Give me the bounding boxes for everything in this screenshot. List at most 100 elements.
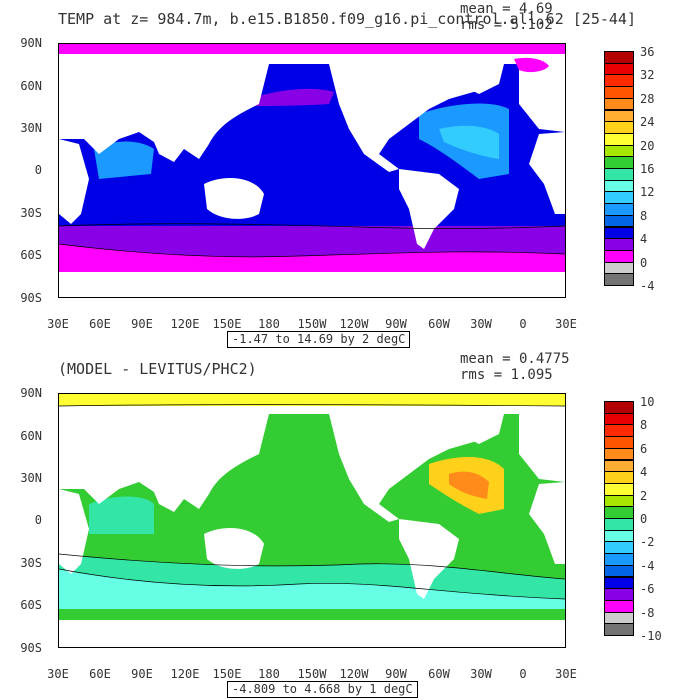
lat-label: 60S (20, 598, 42, 612)
lat-label: 90S (20, 291, 42, 305)
colorbar-tick-label: 24 (640, 115, 655, 130)
panel-model-temperature: TEMP at z= 984.7m, b.e15.B1850.f09_g16.p… (20, 1, 655, 348)
colorbar-tick-label: 32 (640, 68, 655, 83)
eurasia (59, 414, 269, 512)
plot-title: (MODEL - LEVITUS/PHC2) (58, 360, 257, 378)
colorbar-tick-label: 0 (640, 255, 648, 270)
lon-label: 90E (131, 317, 153, 331)
atlantic-warmer (439, 125, 499, 159)
colorbar-tick-label: -2 (640, 535, 655, 550)
lat-label: 60N (20, 79, 42, 93)
contour-line (59, 223, 565, 229)
colorbar-swatch (604, 623, 634, 636)
contour-line (59, 568, 565, 600)
contour-line (59, 553, 565, 580)
colorbar-tick-label: 12 (640, 185, 655, 200)
lon-label: 60W (428, 317, 450, 331)
lat-label: 60N (20, 429, 42, 443)
lon-label: 60E (89, 317, 111, 331)
contour-line (59, 404, 565, 407)
panel-model-minus-observations: (MODEL - LEVITUS/PHC2) mean = 0.4775 rms… (0, 350, 700, 700)
colorbar (604, 51, 634, 286)
colorbar-tick-label: -8 (640, 605, 655, 620)
contour-range-label: -4.809 to 4.668 by 1 degC (227, 681, 418, 698)
arctic-magenta (59, 44, 565, 54)
difference-map (58, 393, 566, 648)
colorbar-tick-label: 0 (640, 512, 648, 526)
colorbar-tick-label: -4 (640, 279, 655, 293)
indian-warm (94, 141, 154, 179)
lon-label: 30E (555, 317, 577, 331)
colorbar-tick-label: 6 (640, 441, 648, 456)
colorbar (604, 401, 634, 636)
lon-label: 150W (297, 667, 327, 681)
contour-line (59, 243, 565, 258)
lon-label: 180 (258, 317, 280, 331)
mean-value: mean = 0.4775 (460, 351, 570, 367)
australia (204, 528, 264, 569)
lon-label: 60W (428, 667, 450, 681)
australia (204, 178, 264, 219)
lon-label: 30W (470, 667, 492, 681)
colorbar-tick-label: -10 (640, 629, 662, 643)
colorbar-tick-label: 16 (640, 162, 655, 176)
lon-label: 150W (297, 317, 327, 331)
europe (519, 414, 565, 482)
colorbar-tick-label: 10 (640, 395, 655, 409)
rms-value: rms = 1.095 (460, 367, 553, 383)
lon-label: 150E (212, 667, 242, 681)
lat-label: 30S (20, 206, 42, 220)
colorbar-tick-label: 4 (640, 232, 648, 247)
africa (59, 489, 89, 574)
lat-label: 30N (20, 121, 42, 135)
plot-title: TEMP at z= 984.7m, b.e15.B1850.f09_g16.p… (58, 10, 636, 28)
lon-label: 0 (519, 317, 527, 331)
lon-label: 0 (519, 667, 527, 681)
lon-label: 90W (385, 317, 407, 331)
indian-cool (89, 496, 154, 534)
colorbar-tick-label: 4 (640, 465, 648, 480)
north-america (329, 414, 484, 522)
lon-label: 180 (258, 667, 280, 681)
lon-label: 120W (339, 667, 369, 681)
north-land-strip (59, 406, 565, 414)
lon-label: 30W (470, 317, 492, 331)
colorbar-tick-label: 8 (640, 418, 648, 433)
lon-label: 150E (212, 317, 242, 331)
europe (519, 64, 565, 132)
lat-label: 30N (20, 471, 42, 485)
antarctica (59, 620, 565, 647)
antarctica (59, 272, 565, 297)
temperature-map (58, 43, 566, 298)
lat-label: 90N (20, 386, 42, 400)
lat-label: 90S (20, 641, 42, 655)
colorbar-tick-label: 28 (640, 91, 655, 106)
lon-label: 120W (339, 317, 369, 331)
colorbar-tick-label: -6 (640, 582, 655, 597)
colorbar-tick-label: -4 (640, 558, 655, 573)
lon-label: 30E (47, 317, 69, 331)
north-land-strip (59, 54, 565, 64)
greenland (449, 64, 504, 94)
colorbar-tick-label: 8 (640, 208, 648, 223)
lon-label: 120E (170, 317, 200, 331)
africa-east (529, 132, 565, 214)
eurasia (59, 64, 269, 162)
contour-range-label: -1.47 to 14.69 by 2 degC (227, 331, 411, 348)
lon-label: 30E (47, 667, 69, 681)
arctic-yellow (59, 394, 565, 406)
lon-label: 90E (131, 667, 153, 681)
atlantic-warmer (449, 471, 489, 499)
africa (59, 139, 89, 224)
southern-light-band (59, 569, 565, 609)
lon-label: 60E (89, 667, 111, 681)
colorbar-tick-label: 20 (640, 138, 655, 153)
south-america (399, 169, 459, 249)
mean-value: mean = 4.69 (460, 1, 553, 17)
colorbar-tick-label: 2 (640, 488, 648, 503)
lat-label: 30S (20, 556, 42, 570)
lat-label: 90N (20, 36, 42, 50)
lon-label: 90W (385, 667, 407, 681)
rms-value: rms = 5.102 (460, 17, 553, 33)
lon-label: 120E (170, 667, 200, 681)
